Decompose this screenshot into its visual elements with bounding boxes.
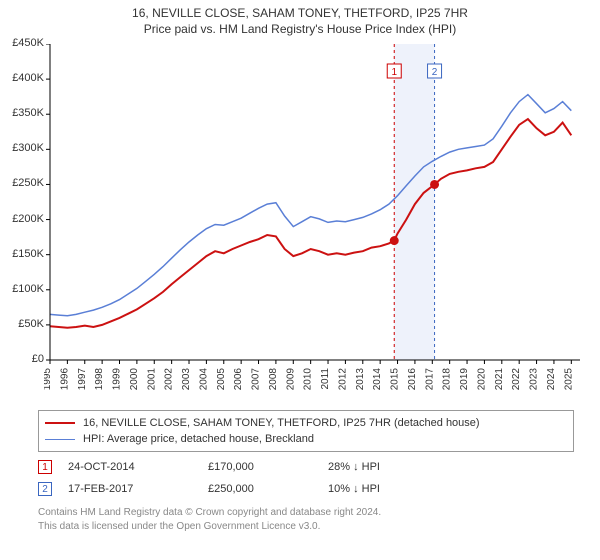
svg-text:2006: 2006 bbox=[233, 368, 244, 391]
y-tick-label: £350K bbox=[0, 107, 44, 119]
titles: 16, NEVILLE CLOSE, SAHAM TONEY, THETFORD… bbox=[0, 0, 600, 36]
legend-swatch-property bbox=[45, 422, 75, 424]
y-tick-label: £50K bbox=[0, 318, 44, 330]
footer-line-1: Contains HM Land Registry data © Crown c… bbox=[38, 506, 578, 520]
svg-text:2009: 2009 bbox=[285, 368, 296, 391]
sale-price-1: £170,000 bbox=[208, 461, 328, 473]
svg-text:2013: 2013 bbox=[355, 368, 366, 391]
sale-price-2: £250,000 bbox=[208, 483, 328, 495]
sale-marker-1-num: 1 bbox=[42, 462, 48, 473]
y-tick-label: £300K bbox=[0, 142, 44, 154]
sales-table: 1 24-OCT-2014 £170,000 28% ↓ HPI 2 17-FE… bbox=[38, 456, 574, 500]
svg-text:2014: 2014 bbox=[372, 368, 383, 391]
svg-text:2000: 2000 bbox=[129, 368, 140, 391]
footer: Contains HM Land Registry data © Crown c… bbox=[38, 506, 578, 534]
footer-line-2: This data is licensed under the Open Gov… bbox=[38, 520, 578, 534]
chart-container: 16, NEVILLE CLOSE, SAHAM TONEY, THETFORD… bbox=[0, 0, 600, 560]
legend-label-property: 16, NEVILLE CLOSE, SAHAM TONEY, THETFORD… bbox=[83, 415, 480, 431]
svg-text:2010: 2010 bbox=[303, 368, 314, 391]
sale-marker-2-num: 2 bbox=[42, 484, 48, 495]
chart-area: 1219951996199719981999200020012002200320… bbox=[50, 44, 580, 360]
svg-text:1996: 1996 bbox=[59, 368, 70, 391]
chart-svg: 1 2 1995 1996 1997 1998 1999 2000 2001 2002 2003 20… bbox=[44, 44, 580, 410]
svg-text:2022: 2022 bbox=[511, 368, 522, 391]
svg-text:2020: 2020 bbox=[476, 368, 487, 391]
y-tick-label: £100K bbox=[0, 283, 44, 295]
svg-text:2019: 2019 bbox=[459, 368, 470, 391]
svg-text:2007: 2007 bbox=[251, 368, 262, 391]
svg-text:1998: 1998 bbox=[94, 368, 105, 391]
y-tick-label: £150K bbox=[0, 248, 44, 260]
legend-item-property: 16, NEVILLE CLOSE, SAHAM TONEY, THETFORD… bbox=[45, 415, 567, 431]
legend: 16, NEVILLE CLOSE, SAHAM TONEY, THETFORD… bbox=[38, 410, 574, 452]
svg-text:2: 2 bbox=[432, 67, 438, 78]
sale-marker-1: 1 bbox=[38, 460, 68, 474]
svg-text:2008: 2008 bbox=[268, 368, 279, 391]
legend-label-hpi: HPI: Average price, detached house, Brec… bbox=[83, 431, 314, 447]
y-tick-label: £450K bbox=[0, 37, 44, 49]
svg-text:2012: 2012 bbox=[337, 368, 348, 391]
y-tick-label: £250K bbox=[0, 177, 44, 189]
y-tick-label: £400K bbox=[0, 72, 44, 84]
svg-text:2003: 2003 bbox=[181, 368, 192, 391]
svg-text:2011: 2011 bbox=[320, 368, 331, 390]
svg-text:1: 1 bbox=[391, 67, 397, 78]
svg-text:2025: 2025 bbox=[563, 368, 574, 391]
svg-text:2001: 2001 bbox=[146, 368, 157, 391]
sale-row-2: 2 17-FEB-2017 £250,000 10% ↓ HPI bbox=[38, 478, 574, 500]
sale-row-1: 1 24-OCT-2014 £170,000 28% ↓ HPI bbox=[38, 456, 574, 478]
sale-date-1: 24-OCT-2014 bbox=[68, 461, 208, 473]
y-tick-label: £0 bbox=[0, 353, 44, 365]
y-tick-label: £200K bbox=[0, 213, 44, 225]
svg-text:2002: 2002 bbox=[164, 368, 175, 391]
svg-text:2018: 2018 bbox=[442, 368, 453, 391]
svg-text:1999: 1999 bbox=[112, 368, 123, 391]
sale-hpi-2: 10% ↓ HPI bbox=[328, 483, 478, 495]
title-address: 16, NEVILLE CLOSE, SAHAM TONEY, THETFORD… bbox=[0, 6, 600, 20]
svg-text:2015: 2015 bbox=[390, 368, 401, 391]
svg-text:2017: 2017 bbox=[424, 368, 435, 391]
legend-swatch-hpi bbox=[45, 439, 75, 440]
sale-hpi-1: 28% ↓ HPI bbox=[328, 461, 478, 473]
svg-text:2024: 2024 bbox=[546, 368, 557, 391]
legend-item-hpi: HPI: Average price, detached house, Brec… bbox=[45, 431, 567, 447]
svg-text:2021: 2021 bbox=[494, 368, 505, 391]
svg-text:2005: 2005 bbox=[216, 368, 227, 391]
svg-text:2023: 2023 bbox=[529, 368, 540, 391]
svg-text:2004: 2004 bbox=[198, 368, 209, 391]
title-subtitle: Price paid vs. HM Land Registry's House … bbox=[0, 22, 600, 36]
svg-text:2016: 2016 bbox=[407, 368, 418, 391]
sale-marker-2: 2 bbox=[38, 482, 68, 496]
svg-text:1995: 1995 bbox=[44, 368, 53, 391]
sale-date-2: 17-FEB-2017 bbox=[68, 483, 208, 495]
svg-text:1997: 1997 bbox=[77, 368, 88, 391]
